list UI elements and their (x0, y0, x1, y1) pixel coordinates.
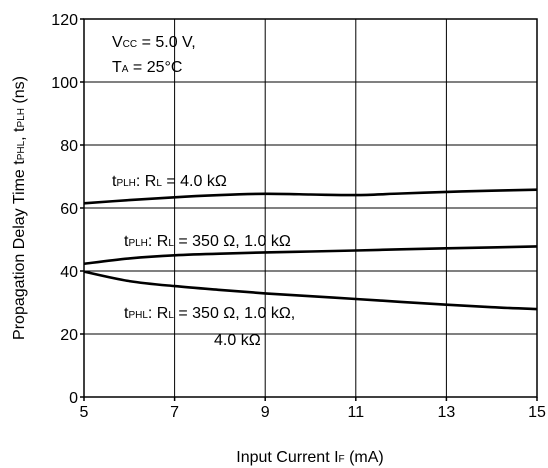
x-tick-label: 15 (528, 404, 546, 421)
series-label-2: tPLH: RL = 350 Ω, 1.0 kΩ (124, 233, 291, 250)
y-tick-label: 100 (51, 75, 78, 92)
grid (84, 19, 537, 397)
x-tick-label: 11 (347, 404, 364, 421)
y-tick-label: 20 (60, 327, 78, 344)
series-label-3: tPHL: RL = 350 Ω, 1.0 kΩ, (124, 305, 295, 322)
y-axis-label: Propagation Delay Time tPHL, tPLH (ns) (11, 76, 28, 340)
y-tick-label: 80 (60, 138, 78, 155)
y-tick-label: 40 (60, 264, 78, 281)
y-tick-label: 120 (51, 12, 78, 29)
series-label-3: 4.0 kΩ (214, 332, 261, 349)
axes (80, 18, 538, 401)
series-label-1: tPLH: RL = 4.0 kΩ (112, 173, 227, 190)
series-line-1 (83, 188, 538, 205)
series-line-2 (83, 245, 538, 266)
annotations: VCC = 5.0 V, TA = 25°C tPLH: RL = 4.0 kΩ tP… (11, 34, 384, 466)
tick-labels: 0 20 40 60 80 100 120 5 7 9 11 13 15 (51, 12, 546, 421)
y-tick-label: 60 (60, 201, 78, 218)
series-lines (83, 188, 538, 311)
y-tick-label: 0 (69, 390, 78, 407)
x-tick-label: 13 (438, 404, 456, 421)
x-tick-label: 5 (80, 404, 89, 421)
x-tick-label: 7 (170, 404, 179, 421)
condition-text: VCC = 5.0 V, (112, 34, 196, 51)
series-line-3 (83, 270, 538, 311)
condition-text: TA = 25°C (112, 59, 182, 76)
x-tick-label: 9 (261, 404, 270, 421)
x-axis-label: Input Current IF (mA) (236, 449, 384, 466)
